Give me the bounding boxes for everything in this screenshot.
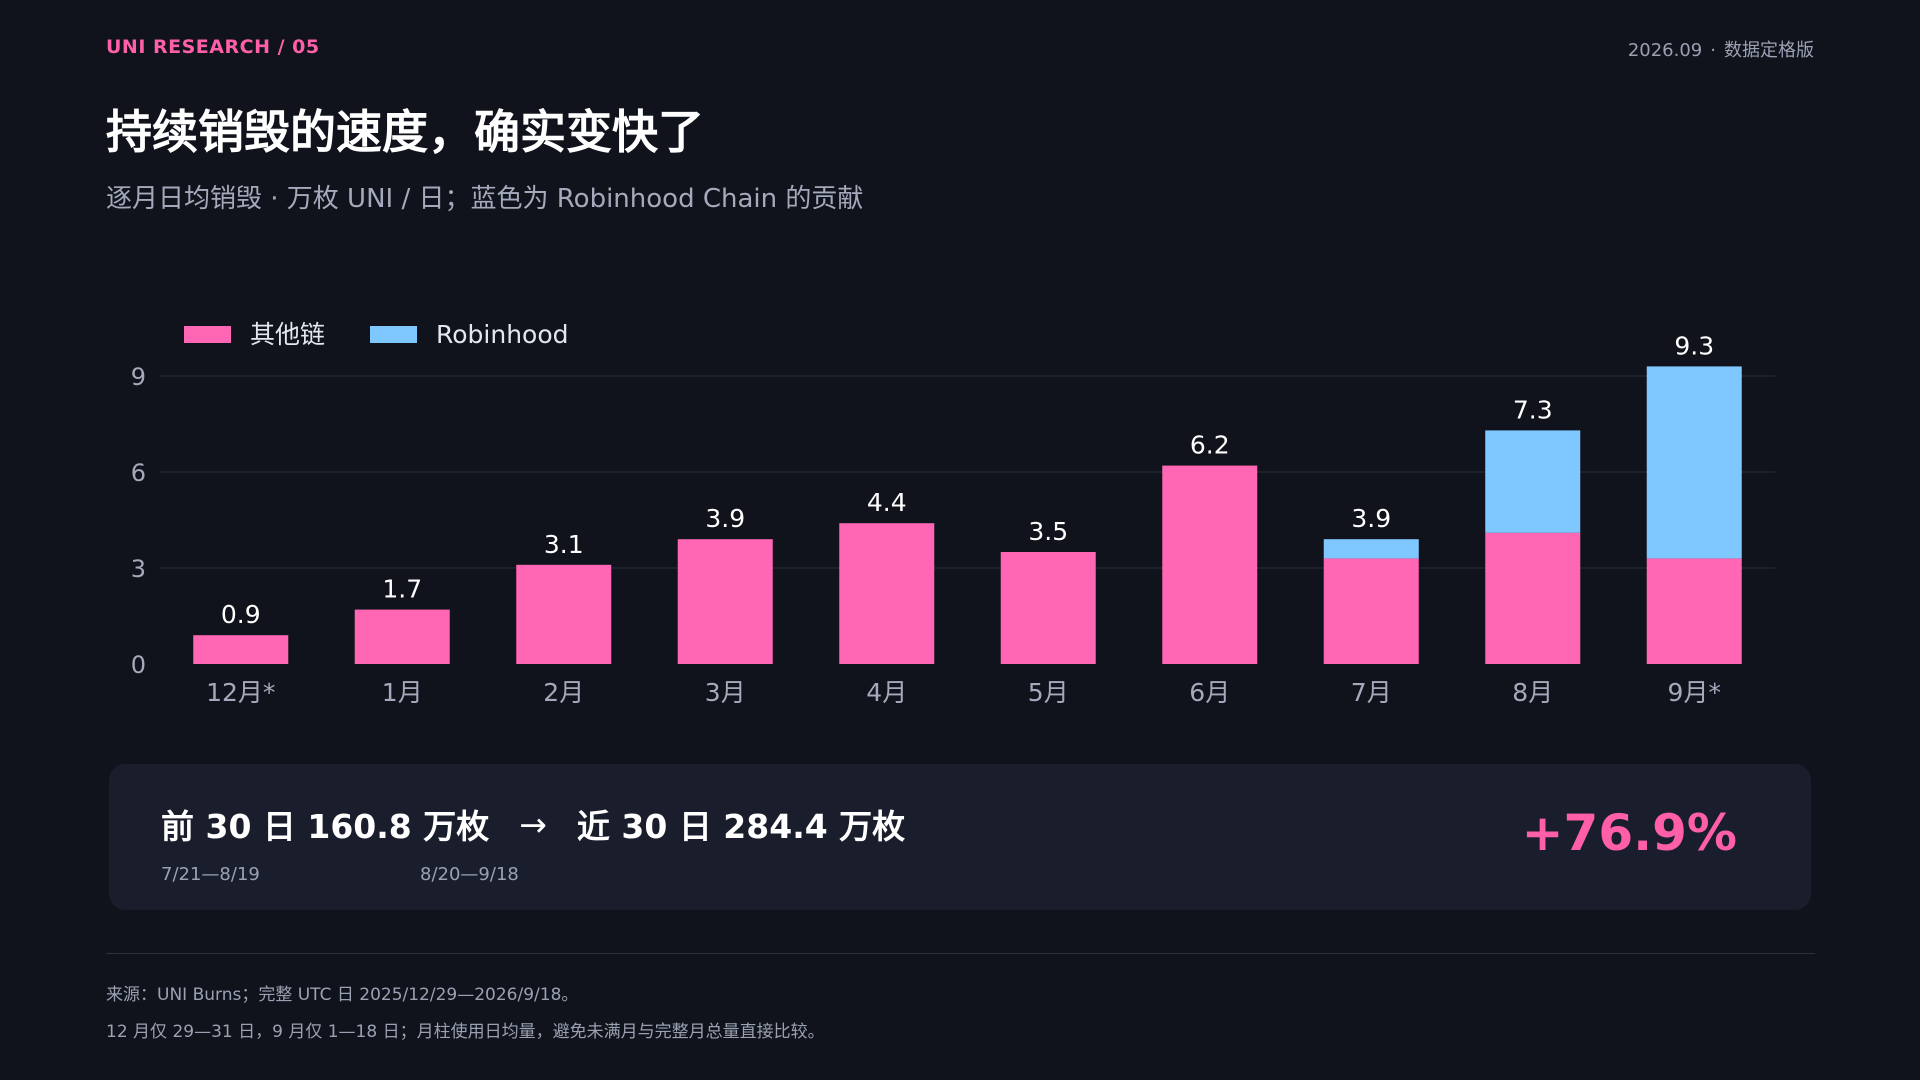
after-period-total: 近 30 日 284.4 万枚 [576, 807, 906, 846]
x-tick-label: 8月 [1512, 678, 1553, 707]
comparison-line: 前 30 日 160.8 万枚 → 近 30 日 284.4 万枚 [161, 800, 905, 848]
bar-robinhood [1485, 430, 1581, 533]
bar-total-label: 7.3 [1513, 395, 1553, 424]
before-period-range: 7/21—8/19 [161, 864, 260, 885]
comparison-card: 前 30 日 160.8 万枚 → 近 30 日 284.4 万枚 7/21—8… [109, 764, 1811, 910]
bar-robinhood [1323, 539, 1419, 559]
report-edition: 数据定格版 [1724, 40, 1814, 61]
bar-other-chain [1162, 465, 1258, 664]
y-tick-label: 3 [131, 555, 146, 583]
before-period-total: 前 30 日 160.8 万枚 [161, 807, 490, 846]
burn-rate-chart: 0 3 6 9 0.9 12月* 1.7 1月 3.1 2月 3.9 3月 4.4 4月 3.5 5月 6.2 6… [131, 320, 1775, 707]
bar-total-label: 3.9 [705, 504, 745, 533]
x-tick-label: 9月* [1668, 678, 1721, 707]
report-meta: 2026.09 · 数据定格版 [1628, 36, 1814, 62]
bar-other-chain [516, 564, 612, 664]
x-tick-label: 2月 [543, 678, 584, 707]
bar-other-chain [1323, 558, 1419, 664]
legend-swatch-robinhood [370, 326, 417, 343]
bar-other-chain [839, 523, 935, 664]
x-tick-label: 3月 [705, 678, 746, 707]
bar-total-label: 6.2 [1190, 431, 1230, 460]
y-tick-label: 9 [131, 363, 146, 391]
bar-total-label: 1.7 [382, 575, 422, 604]
x-tick-label: 1月 [382, 678, 423, 707]
bar-total-label: 3.5 [1028, 517, 1068, 546]
bar-total-label: 9.3 [1674, 331, 1714, 360]
method-note: 12 月仅 29—31 日，9 月仅 1—18 日；月柱使用日均量，避免未满月与… [106, 1022, 825, 1042]
page-subtitle: 逐月日均销毁 · 万枚 UNI / 日；蓝色为 Robinhood Chain … [106, 184, 864, 214]
footer-divider [106, 953, 1815, 954]
legend-swatch-other-chain [184, 326, 231, 343]
arrow-icon: → [519, 804, 547, 844]
bar-other-chain [193, 635, 289, 664]
x-tick-label: 12月* [206, 678, 275, 707]
bar-total-label: 0.9 [221, 600, 261, 629]
x-tick-label: 5月 [1028, 678, 1069, 707]
bar-other-chain [1485, 532, 1581, 664]
y-tick-label: 6 [131, 459, 146, 487]
y-tick-label: 0 [131, 651, 146, 679]
percent-change: +76.9% [1521, 804, 1737, 862]
page-title: 持续销毁的速度，确实变快了 [106, 105, 704, 159]
after-period-range: 8/20—9/18 [420, 864, 519, 885]
bar-total-label: 3.9 [1351, 504, 1391, 533]
x-tick-label: 4月 [866, 678, 907, 707]
bar-other-chain [677, 539, 773, 664]
x-tick-label: 7月 [1351, 678, 1392, 707]
bar-total-label: 3.1 [544, 530, 584, 559]
source-note: 来源：UNI Burns；完整 UTC 日 2025/12/29—2026/9/… [106, 985, 579, 1005]
legend-label-other-chain: 其他链 [250, 320, 325, 349]
meta-separator: · [1710, 40, 1716, 61]
bar-total-label: 4.4 [867, 488, 907, 517]
report-kicker: UNI RESEARCH / 05 [106, 36, 320, 58]
bar-other-chain [1000, 552, 1096, 664]
bar-other-chain [1646, 558, 1742, 664]
bar-robinhood [1646, 366, 1742, 559]
x-tick-label: 6月 [1189, 678, 1230, 707]
legend-label-robinhood: Robinhood [436, 320, 569, 349]
report-date: 2026.09 [1627, 40, 1703, 61]
bar-other-chain [354, 609, 450, 664]
